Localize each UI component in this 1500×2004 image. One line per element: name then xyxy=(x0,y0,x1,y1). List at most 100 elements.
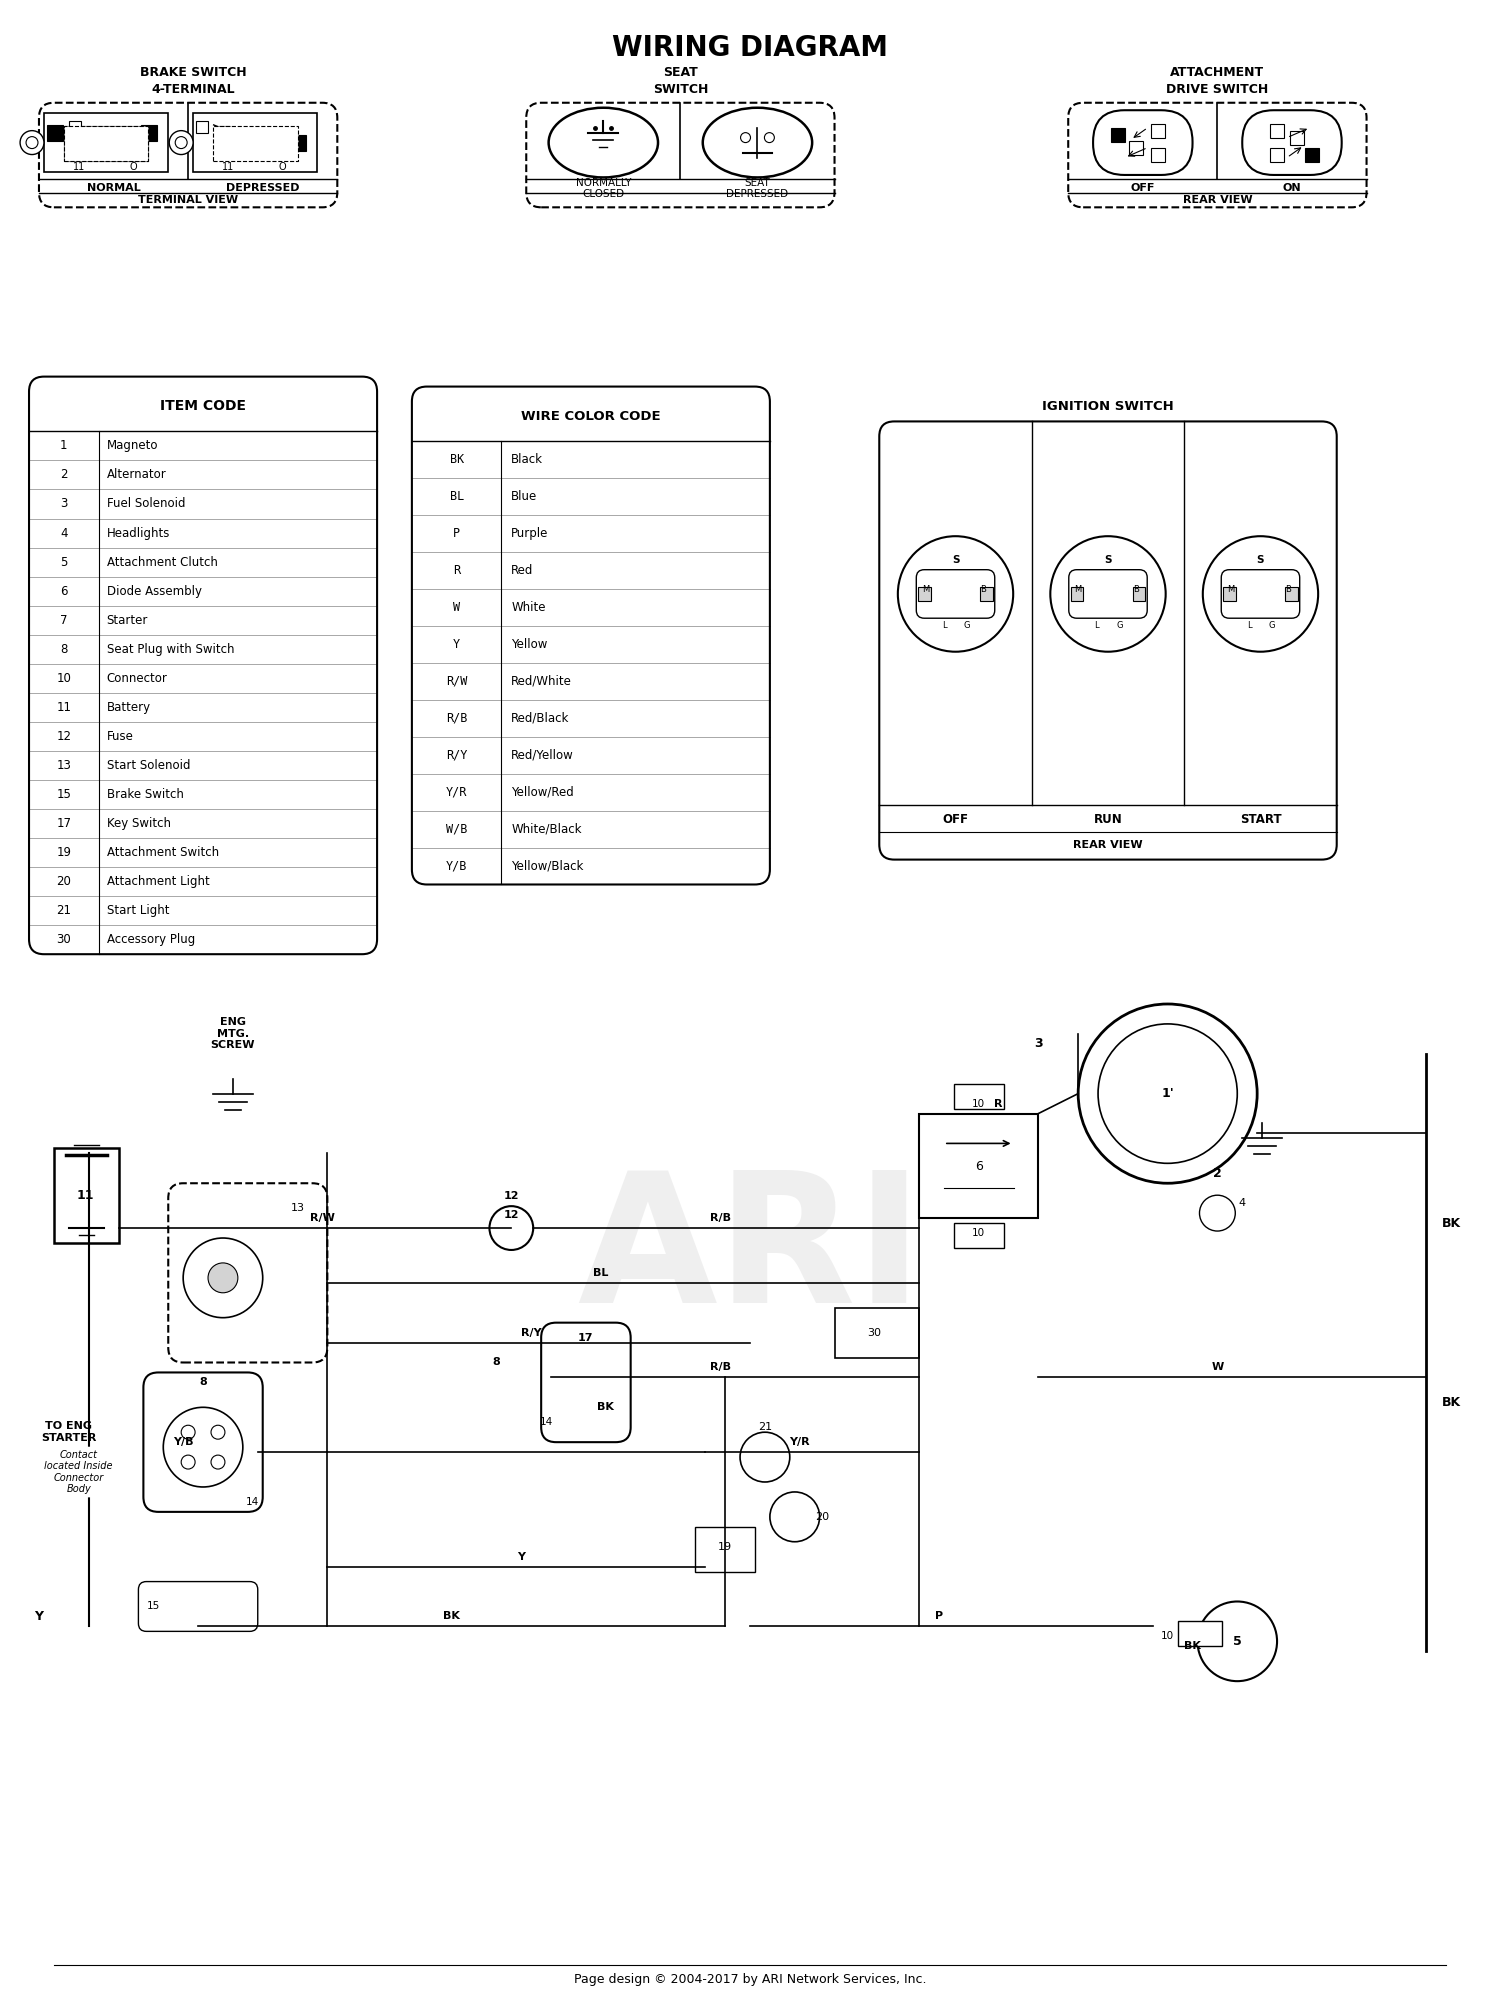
Text: 8: 8 xyxy=(200,1377,207,1387)
FancyBboxPatch shape xyxy=(168,1182,327,1363)
FancyBboxPatch shape xyxy=(64,126,148,160)
Text: Attachment Clutch: Attachment Clutch xyxy=(106,555,218,569)
Text: O: O xyxy=(279,162,286,172)
Text: 17: 17 xyxy=(57,818,72,830)
Text: 3: 3 xyxy=(60,497,68,511)
Text: 20: 20 xyxy=(815,1511,830,1521)
Bar xyxy=(1222,587,1236,601)
FancyBboxPatch shape xyxy=(916,569,995,617)
Text: NORMALLY
CLOSED: NORMALLY CLOSED xyxy=(576,178,632,198)
Circle shape xyxy=(765,132,774,142)
Text: Alternator: Alternator xyxy=(106,469,166,481)
Text: OFF: OFF xyxy=(942,814,969,826)
Text: ITEM CODE: ITEM CODE xyxy=(160,399,246,413)
Bar xyxy=(920,1114,1038,1218)
Text: Y/B: Y/B xyxy=(446,860,468,872)
Text: ON: ON xyxy=(1282,184,1302,194)
Text: Red/Black: Red/Black xyxy=(512,711,570,725)
Text: IGNITION SWITCH: IGNITION SWITCH xyxy=(1042,401,1174,413)
Text: M: M xyxy=(1227,585,1234,593)
Circle shape xyxy=(209,1263,238,1293)
Text: BK: BK xyxy=(1442,1397,1461,1409)
Text: 1': 1' xyxy=(1161,1086,1174,1100)
Text: OFF: OFF xyxy=(1131,184,1155,194)
Text: 19: 19 xyxy=(718,1541,732,1551)
Text: 12: 12 xyxy=(504,1190,519,1200)
Text: R: R xyxy=(994,1098,1004,1108)
Text: S: S xyxy=(1104,555,1112,565)
FancyBboxPatch shape xyxy=(39,102,338,206)
Bar xyxy=(1270,124,1284,138)
Text: W/B: W/B xyxy=(446,822,468,836)
Text: SWITCH: SWITCH xyxy=(652,84,708,96)
Text: TO ENG
STARTER: TO ENG STARTER xyxy=(40,1421,96,1443)
Circle shape xyxy=(489,1206,532,1250)
Text: 5: 5 xyxy=(1233,1635,1242,1647)
Text: 17: 17 xyxy=(578,1333,594,1343)
Text: 10: 10 xyxy=(1161,1631,1174,1641)
Text: BL: BL xyxy=(592,1269,609,1279)
Circle shape xyxy=(211,1425,225,1439)
Text: 2: 2 xyxy=(1214,1166,1222,1180)
Circle shape xyxy=(741,132,750,142)
Text: 21: 21 xyxy=(758,1423,772,1433)
Text: BK: BK xyxy=(1442,1216,1461,1230)
Text: 8: 8 xyxy=(492,1357,501,1367)
Circle shape xyxy=(898,537,1013,651)
Text: 1: 1 xyxy=(60,439,68,453)
Text: 11: 11 xyxy=(57,701,72,713)
Text: Y: Y xyxy=(518,1551,525,1561)
Text: 15: 15 xyxy=(57,788,72,802)
FancyBboxPatch shape xyxy=(213,126,297,160)
Bar xyxy=(291,134,306,150)
Text: M: M xyxy=(1074,585,1082,593)
Text: 4: 4 xyxy=(60,527,68,539)
Text: 8: 8 xyxy=(60,643,68,655)
Text: R/Y: R/Y xyxy=(520,1327,542,1337)
Bar xyxy=(64,126,148,160)
FancyBboxPatch shape xyxy=(526,102,834,206)
Bar xyxy=(1150,124,1164,138)
Text: 19: 19 xyxy=(57,846,72,860)
Text: 6: 6 xyxy=(60,585,68,597)
Text: Red/Yellow: Red/Yellow xyxy=(512,749,574,762)
Text: Accessory Plug: Accessory Plug xyxy=(106,934,195,946)
Text: 11: 11 xyxy=(76,1188,94,1202)
Text: Brake Switch: Brake Switch xyxy=(106,788,183,802)
Text: BL: BL xyxy=(450,491,464,503)
Text: Red/White: Red/White xyxy=(512,675,572,687)
Text: Y: Y xyxy=(453,637,460,651)
Text: 20: 20 xyxy=(57,876,72,888)
Text: Battery: Battery xyxy=(106,701,150,713)
Text: B: B xyxy=(1286,585,1292,593)
Text: BK: BK xyxy=(450,453,464,467)
Text: 5: 5 xyxy=(60,555,68,569)
Text: 21: 21 xyxy=(57,904,72,918)
Text: REAR VIEW: REAR VIEW xyxy=(1182,194,1252,204)
Circle shape xyxy=(20,130,44,154)
Text: TERMINAL VIEW: TERMINAL VIEW xyxy=(138,194,238,204)
Text: G: G xyxy=(1116,621,1124,629)
Bar xyxy=(69,120,81,132)
Text: M: M xyxy=(922,585,928,593)
Text: 4: 4 xyxy=(1239,1198,1246,1208)
Text: 30: 30 xyxy=(867,1327,882,1337)
Text: L: L xyxy=(1246,621,1251,629)
Bar xyxy=(1290,130,1304,144)
Text: 11: 11 xyxy=(222,162,234,172)
Text: Starter: Starter xyxy=(106,613,148,627)
Bar xyxy=(981,587,993,601)
Text: BK: BK xyxy=(442,1611,460,1621)
Text: ARI: ARI xyxy=(578,1164,922,1341)
Text: 6: 6 xyxy=(975,1160,982,1172)
Bar xyxy=(217,146,229,158)
Text: BRAKE SWITCH: BRAKE SWITCH xyxy=(140,66,246,80)
Text: 10: 10 xyxy=(972,1228,986,1238)
Bar xyxy=(918,587,930,601)
Text: White: White xyxy=(512,601,546,613)
Text: Contact
located Inside
Connector
Body: Contact located Inside Connector Body xyxy=(45,1449,112,1495)
Circle shape xyxy=(182,1425,195,1439)
Text: Yellow/Red: Yellow/Red xyxy=(512,786,574,800)
Text: 12: 12 xyxy=(57,729,72,743)
Text: START: START xyxy=(1239,814,1281,826)
